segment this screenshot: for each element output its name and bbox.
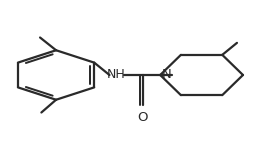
Text: N: N [162, 69, 172, 81]
Text: NH: NH [107, 69, 125, 81]
Text: O: O [138, 111, 148, 124]
